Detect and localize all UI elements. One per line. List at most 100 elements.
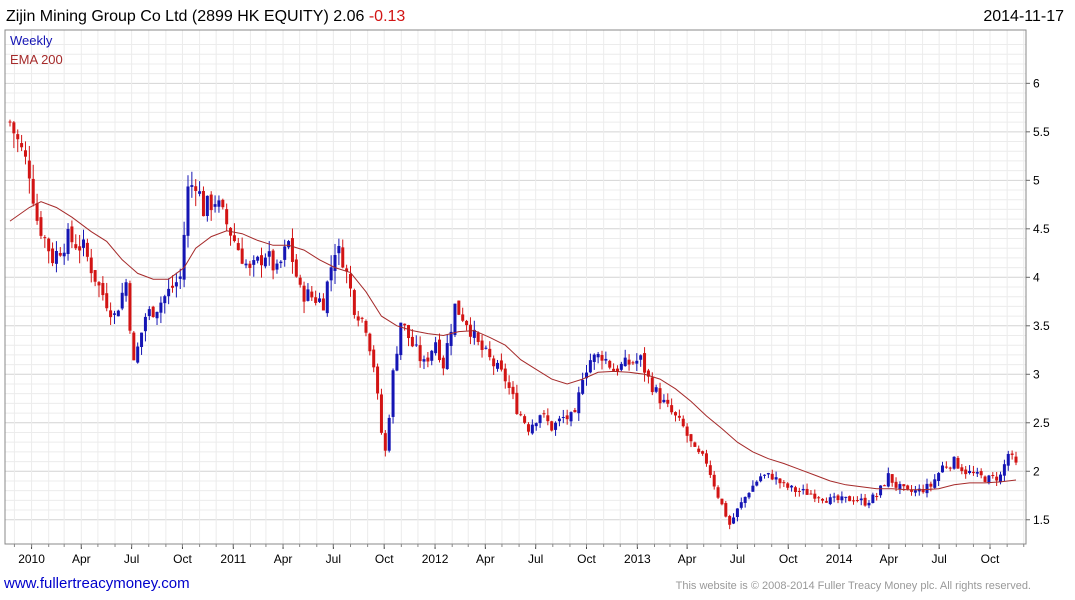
candle-body [720, 498, 724, 505]
x-tick-label: Apr [678, 552, 697, 566]
candle-body [592, 354, 596, 362]
candle-body [101, 282, 105, 296]
candle-body [12, 122, 16, 134]
candle-body [650, 377, 654, 393]
candle-body [426, 357, 430, 362]
candle-body [557, 418, 561, 422]
candle-body [577, 392, 581, 414]
candle-body [472, 329, 476, 338]
y-tick-label: 4 [1033, 270, 1040, 284]
candle-body [54, 250, 58, 264]
candle-body [484, 347, 488, 349]
candle-body [925, 483, 929, 494]
candle-body [809, 493, 813, 495]
candle-body [635, 360, 639, 364]
candle-body [171, 285, 175, 288]
candle-body [619, 363, 623, 370]
candle-body [399, 322, 403, 356]
candle-body [530, 424, 534, 434]
candle-body [728, 516, 732, 525]
candle-body [627, 359, 631, 365]
candle-body [383, 433, 387, 451]
candle-body [840, 496, 844, 501]
candle-body [290, 238, 294, 262]
chart-date: 2014-11-17 [983, 8, 1064, 25]
candle-body [662, 399, 666, 403]
candle-body [225, 209, 229, 225]
candle-body [596, 353, 600, 358]
candle-body [832, 496, 836, 498]
candle-body [74, 244, 78, 249]
candle-body [759, 476, 763, 482]
candle-body [155, 311, 159, 319]
y-tick-label: 6 [1033, 76, 1040, 90]
site-link[interactable]: www.fullertreacymoney.com [4, 575, 190, 592]
candle-body [159, 302, 163, 313]
candle-body [701, 451, 705, 454]
candle-body [519, 414, 523, 416]
x-tick-label: Oct [375, 552, 394, 566]
candle-body [341, 247, 345, 268]
candle-body [348, 273, 352, 289]
candle-body [97, 282, 101, 286]
y-tick-label: 3 [1033, 367, 1040, 381]
candle-body [631, 362, 635, 364]
candle-body [376, 366, 380, 394]
candle-body [318, 298, 322, 302]
x-tick-label: Apr [72, 552, 91, 566]
candle-body [403, 323, 407, 326]
candle-body [395, 353, 399, 371]
candle-body [492, 358, 496, 367]
candle-body [666, 399, 670, 404]
candle-body [70, 226, 74, 243]
candle-body [774, 477, 778, 480]
candle-body [588, 360, 592, 373]
candle-body [136, 346, 140, 363]
candle-body [345, 268, 349, 272]
candle-body [550, 421, 554, 431]
plot-frame [4, 29, 1027, 545]
y-tick-label: 3.5 [1033, 319, 1050, 333]
candle-body [554, 422, 558, 430]
candle-body [194, 186, 198, 191]
candle-body [430, 350, 434, 361]
candle-body [581, 380, 585, 394]
candle-body [31, 178, 35, 204]
candle-body [875, 496, 879, 498]
candle-body [453, 303, 457, 335]
candle-body [422, 359, 426, 362]
candle-body [755, 481, 759, 486]
candle-body [824, 501, 828, 503]
candle-body [913, 490, 917, 493]
candle-body [8, 121, 12, 123]
candle-body [674, 412, 678, 416]
x-axis-ticks: 2010 Apr Jul Oct 2011 Apr Jul Oct 2012 Apr Jul Oct 2… [13, 544, 1025, 566]
candle-body [991, 475, 995, 477]
candle-body [213, 204, 217, 207]
candle-body [902, 484, 906, 487]
candle-body [515, 392, 519, 414]
candle-body [960, 467, 964, 472]
candle-body [329, 267, 333, 281]
candle-body [615, 368, 619, 372]
candle-body [542, 413, 546, 415]
candle-body [817, 497, 821, 499]
candle-body [252, 260, 256, 265]
candle-body [457, 300, 461, 315]
x-tick-label: Jul [730, 552, 745, 566]
candle-body [310, 291, 314, 298]
candle-body [778, 478, 782, 484]
candle-body [716, 487, 720, 498]
x-tick-label: 2014 [826, 552, 853, 566]
x-tick-label: Apr [476, 552, 495, 566]
candle-body [879, 485, 883, 496]
candle-body [979, 471, 983, 476]
candle-body [128, 283, 132, 331]
candle-body [58, 252, 62, 256]
candle-body [848, 496, 852, 502]
candle-body [569, 412, 573, 422]
candle-body [681, 418, 685, 427]
candle-body [503, 368, 507, 382]
candle-body [608, 360, 612, 368]
candle-body [325, 281, 329, 314]
